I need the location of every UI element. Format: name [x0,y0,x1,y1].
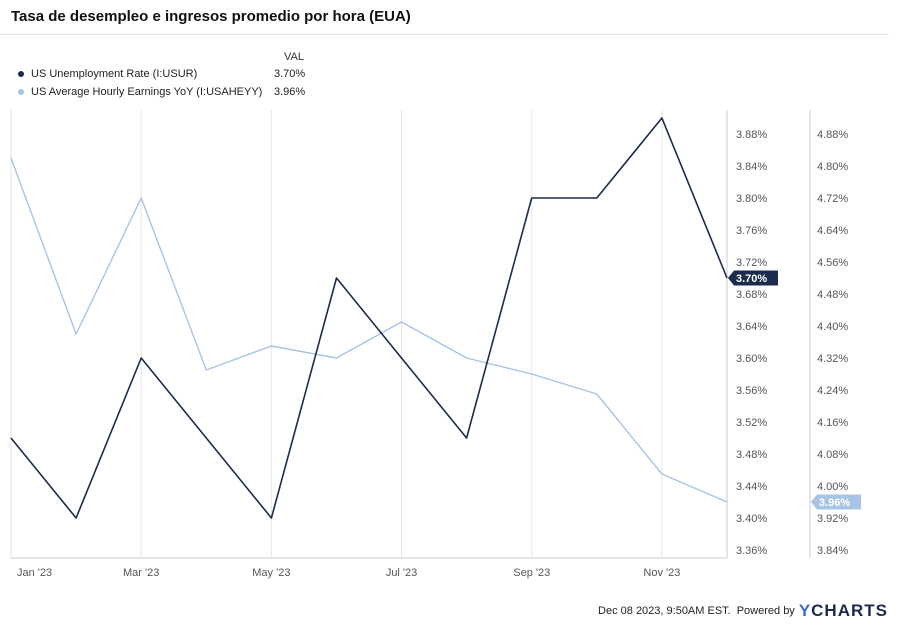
right-axis-tick-label: 4.24% [817,385,848,397]
x-tick-label: Jul '23 [386,567,417,579]
footer-timestamp: Dec 08 2023, 9:50AM EST. [598,605,731,617]
x-tick-label: Sep '23 [513,567,550,579]
left-axis-tick-label: 3.88% [736,129,767,141]
left-axis-tick-label: 3.80% [736,193,767,205]
left-axis-tick-label: 3.72% [736,257,767,269]
legend-dot-icon [18,89,24,95]
legend-value: 3.96% [274,86,306,98]
right-axis-tick-label: 4.00% [817,481,848,493]
right-axis-tick-label: 4.16% [817,417,848,429]
chart-title: Tasa de desempleo e ingresos promedio po… [11,8,411,25]
earnings-last-value-tag [811,494,861,510]
axis-layer: Jan '23 Mar '23 May '23 Jul '23 Sep '23 Nov '… [17,129,848,579]
left-axis-tick-label: 3.84% [736,161,767,173]
right-axis-tick-label: 4.40% [817,321,848,333]
right-axis-tick-label: 4.80% [817,161,848,173]
left-axis-tick-label: 3.60% [736,353,767,365]
left-axis-tick-label: 3.52% [736,417,767,429]
legend-dot-icon [18,71,24,77]
left-axis-tick-label: 3.40% [736,513,767,525]
right-axis-tick-label: 4.64% [817,225,848,237]
left-axis-tick-label: 3.36% [736,545,767,557]
x-tick-label: Nov '23 [643,567,680,579]
series-layer [10,117,728,519]
value-tag-layer: 3.70% 3.96% [728,270,861,510]
footer-powered-by: Powered by [736,605,795,617]
x-tick-label: May '23 [252,567,290,579]
legend-value-header: VAL [284,51,304,63]
right-axis-tick-label: 4.72% [817,193,848,205]
right-axis-tick-label: 3.92% [817,513,848,525]
legend-label: US Unemployment Rate (I:USUR) [31,68,198,80]
legend-value: 3.70% [274,68,306,80]
left-axis-tick-label: 3.48% [736,449,767,461]
x-tick-label: Jan '23 [17,567,52,579]
unemployment-last-value-tag [728,270,778,286]
left-axis-tick-label: 3.76% [736,225,767,237]
earnings-series-line [10,157,728,503]
x-tick-label: Mar '23 [123,567,159,579]
right-axis-tick-label: 3.84% [817,545,848,557]
last-value-label: 3.96% [819,497,850,509]
left-axis-tick-label: 3.64% [736,321,767,333]
last-value-label: 3.70% [736,273,767,285]
right-axis-tick-label: 4.32% [817,353,848,365]
right-axis-tick-label: 4.08% [817,449,848,461]
grid-layer [10,110,811,559]
ycharts-logo[interactable]: YCHARTS [798,601,888,620]
left-axis-tick-label: 3.44% [736,481,767,493]
right-axis-tick-label: 4.88% [817,129,848,141]
right-axis-tick-label: 4.48% [817,289,848,301]
left-axis-tick-label: 3.56% [736,385,767,397]
right-axis-tick-label: 4.56% [817,257,848,269]
title-divider [0,34,889,35]
unemployment-series-line [10,117,728,519]
left-axis-tick-label: 3.68% [736,289,767,301]
footer: Dec 08 2023, 9:50AM EST. Powered by YCHA… [598,601,888,621]
legend-label: US Average Hourly Earnings YoY (I:USAHEY… [31,86,263,98]
